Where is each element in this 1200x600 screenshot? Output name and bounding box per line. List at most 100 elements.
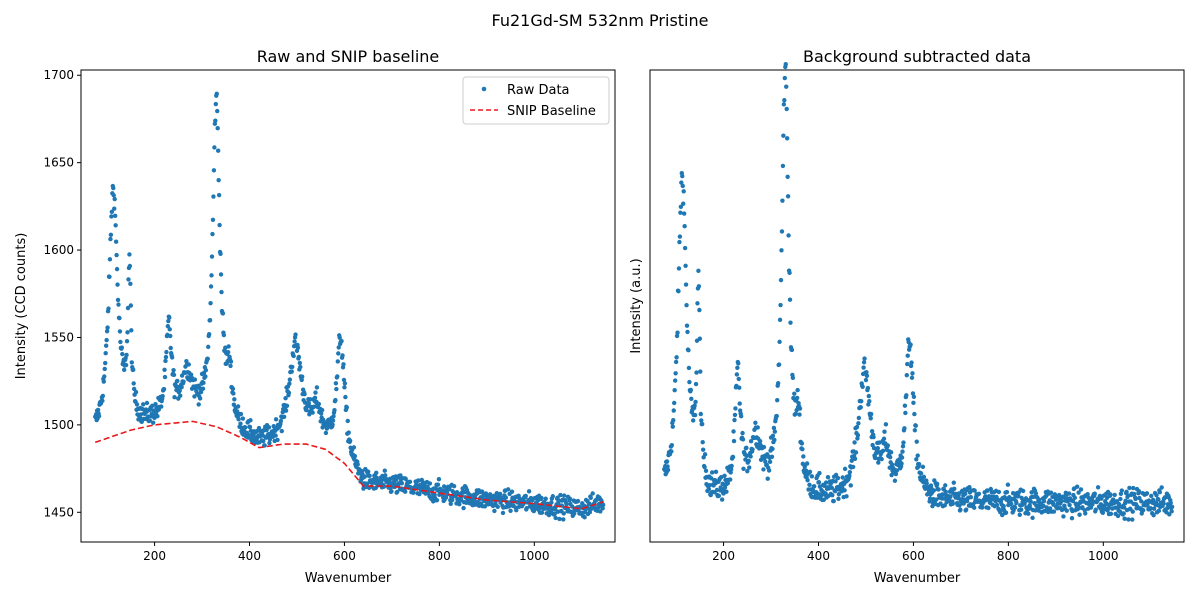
- subtracted-data-point: [1121, 511, 1126, 516]
- raw-data-point: [111, 185, 116, 191]
- raw-data-point: [181, 379, 186, 384]
- raw-data-point: [238, 421, 243, 426]
- subtracted-data-point: [860, 384, 865, 389]
- subtracted-data-point: [905, 353, 910, 358]
- subtracted-data-point: [734, 372, 740, 377]
- raw-data-point: [283, 396, 288, 401]
- subtracted-data-point: [856, 415, 862, 421]
- raw-data-point: [343, 394, 348, 400]
- raw-data-point: [209, 273, 214, 278]
- raw-data-point: [508, 508, 513, 514]
- subtracted-data-point: [862, 356, 867, 361]
- raw-data-point: [332, 408, 337, 413]
- raw-panel-marks: [93, 91, 606, 522]
- raw-data-point: [539, 510, 545, 515]
- raw-data-point: [114, 266, 120, 272]
- subtracted-data-point: [730, 454, 736, 460]
- subtracted-data-point: [931, 488, 937, 493]
- raw-data-point: [461, 505, 466, 511]
- subtracted-data-point: [962, 491, 968, 497]
- subtracted-data-point: [848, 483, 853, 488]
- raw-data-point: [228, 359, 234, 364]
- raw-data-point: [113, 239, 119, 244]
- subtracted-data-point: [1080, 505, 1085, 510]
- raw-data-point: [523, 493, 528, 499]
- raw-data-point: [215, 148, 221, 153]
- subtracted-data-point: [778, 302, 783, 308]
- subtracted-data-point: [885, 443, 891, 448]
- raw-data-point: [128, 303, 134, 308]
- subtracted-data-point: [844, 494, 849, 499]
- subtracted-data-point: [677, 239, 682, 245]
- subtracted-data-point: [697, 336, 703, 341]
- subtracted-data-point: [831, 498, 836, 504]
- raw-data-point: [164, 349, 169, 355]
- raw-data-point: [209, 254, 215, 259]
- subtracted-data-point: [1004, 489, 1010, 495]
- raw-data-point: [100, 398, 105, 404]
- subtracted-data-point: [864, 373, 870, 379]
- raw-data-point: [186, 362, 191, 367]
- raw-data-point: [166, 318, 171, 324]
- raw-data-point: [112, 196, 117, 202]
- subtracted-data-point: [1156, 497, 1161, 502]
- raw-data-point: [482, 504, 488, 509]
- raw-data-point: [128, 281, 133, 287]
- subtracted-data-point: [1133, 496, 1138, 502]
- subtracted-data-point: [986, 505, 991, 511]
- raw-data-point: [588, 495, 593, 500]
- subtracted-data-point: [676, 289, 681, 294]
- subtracted-data-point: [750, 447, 755, 452]
- subtracted-data-point: [904, 393, 909, 398]
- subtracted-data-point: [1100, 510, 1106, 516]
- subtracted-data-point: [1009, 501, 1014, 506]
- raw-data-point: [284, 403, 290, 409]
- raw-data-point: [161, 386, 167, 392]
- raw-data-point: [287, 377, 293, 382]
- raw-data-point: [345, 418, 350, 424]
- raw-data-point: [203, 368, 209, 373]
- raw-data-point: [509, 489, 515, 494]
- raw-data-point: [104, 337, 109, 343]
- subtracted-data-point: [793, 411, 798, 416]
- subtracted-data-point: [671, 418, 676, 423]
- raw-data-point: [162, 367, 167, 372]
- raw-data-point: [178, 393, 183, 398]
- subtracted-data-point: [722, 473, 727, 478]
- subtracted-data-point: [686, 365, 692, 371]
- subtracted-data-point: [934, 481, 940, 487]
- subtracted-data-point: [911, 394, 917, 399]
- subtracted-data-point: [836, 496, 841, 502]
- subtracted-data-point: [687, 379, 692, 385]
- subtracted-data-point: [774, 413, 779, 419]
- subtracted-data-point: [741, 466, 746, 472]
- raw-data-point: [383, 473, 388, 478]
- raw-data-point: [235, 404, 241, 409]
- subtracted-data-point: [904, 372, 909, 378]
- subtracted-data-point: [822, 483, 827, 489]
- raw-data-point: [267, 440, 272, 446]
- subtracted-data-point: [713, 469, 719, 475]
- raw-data-point: [582, 515, 587, 520]
- subtracted-data-point: [772, 429, 778, 434]
- subtracted-data-point: [861, 365, 866, 370]
- raw-data-point: [302, 391, 307, 397]
- raw-data-point: [336, 345, 341, 350]
- raw-data-point: [112, 213, 118, 219]
- raw-data-point: [340, 353, 345, 358]
- subtracted-data-point: [901, 440, 906, 445]
- raw-data-point: [445, 492, 450, 497]
- raw-data-point: [124, 339, 130, 344]
- raw-data-point: [468, 492, 473, 498]
- subtracted-data-point: [821, 497, 826, 503]
- subtracted-data-point: [952, 486, 957, 491]
- subtracted-data-point: [985, 488, 990, 493]
- subtracted-data-point: [888, 450, 894, 455]
- raw-data-point: [275, 437, 280, 443]
- raw-data-point: [281, 414, 287, 420]
- subtracted-data-point: [1044, 505, 1050, 510]
- raw-data-point: [167, 327, 172, 332]
- subtracted-data-point: [866, 393, 872, 399]
- subtracted-data-point: [814, 495, 820, 500]
- subtracted-data-point: [770, 446, 775, 452]
